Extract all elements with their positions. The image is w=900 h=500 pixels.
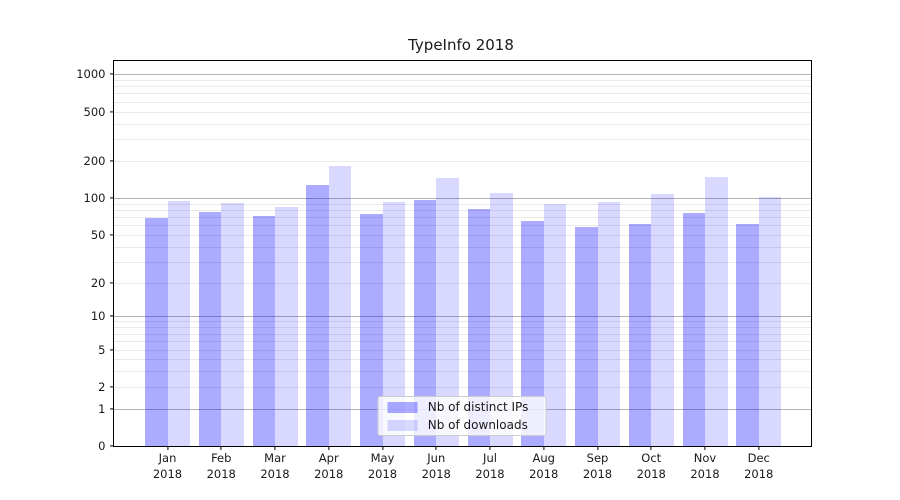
- bar-distinct-ips: [521, 221, 544, 446]
- y-tick-label: 0: [98, 439, 106, 453]
- legend-row-distinct-ips: Nb of distinct IPs: [387, 400, 537, 414]
- bar-distinct-ips: [628, 223, 652, 446]
- bar-downloads: [275, 206, 298, 446]
- bar-downloads: [705, 176, 728, 446]
- gridline-minor: [113, 86, 811, 88]
- bar-downloads: [597, 201, 620, 446]
- y-tick-label: 100: [83, 191, 106, 205]
- x-tick-mark: [166, 446, 169, 450]
- bar-distinct-ips: [360, 214, 383, 446]
- y-tick-mark: [109, 234, 114, 236]
- x-tick-mark: [650, 446, 652, 450]
- y-tick-label: 2: [98, 380, 106, 394]
- legend-row-downloads: Nb of downloads: [387, 418, 537, 432]
- bar-distinct-ips: [682, 212, 705, 446]
- x-tick-label: Feb 2018: [206, 451, 236, 481]
- gridline-minor: [113, 80, 811, 81]
- bar-distinct-ips: [198, 212, 222, 446]
- x-tick-label: Dec 2018: [744, 451, 774, 481]
- x-tick-label: Apr 2018: [314, 451, 344, 481]
- x-tick-mark: [596, 446, 599, 450]
- y-tick-mark: [109, 282, 114, 284]
- gridline-minor: [113, 139, 811, 141]
- x-tick-mark: [435, 446, 437, 450]
- x-tick-label: Jun 2018: [421, 451, 451, 481]
- y-tick-mark: [109, 349, 114, 351]
- bar-downloads: [490, 192, 513, 446]
- bar-downloads: [328, 166, 352, 446]
- x-tick-mark: [704, 446, 706, 450]
- y-tick-label: 1: [98, 402, 106, 416]
- legend: Nb of distinct IPs Nb of downloads: [377, 396, 547, 436]
- legend-label-distinct-ips: Nb of distinct IPs: [427, 400, 529, 414]
- bar-distinct-ips: [413, 199, 437, 446]
- plot-area: 0 1 2 5 10 20 50 100 200 500 1000 Jan 2018 Feb 2018 Mar…: [76, 59, 812, 481]
- y-tick-mark: [109, 408, 114, 410]
- chart-title: TypeInfo 2018: [408, 36, 514, 54]
- x-tick-label: Nov 2018: [690, 451, 720, 481]
- legend-swatch-downloads: [387, 419, 418, 431]
- bar-downloads: [651, 193, 674, 446]
- bar-distinct-ips: [736, 223, 759, 446]
- y-tick-mark: [109, 197, 114, 199]
- y-tick-label: 10: [90, 309, 106, 323]
- bar-distinct-ips: [575, 227, 598, 446]
- y-tick-label: 20: [90, 276, 106, 290]
- bar-downloads: [382, 201, 405, 446]
- bar-downloads: [167, 200, 190, 446]
- y-tick-label: 200: [83, 154, 106, 168]
- x-tick-mark: [328, 446, 330, 450]
- bar-distinct-ips: [467, 209, 490, 446]
- y-tick-label: 1000: [76, 67, 106, 82]
- bar-downloads: [221, 203, 244, 446]
- x-tick-label: Aug 2018: [529, 451, 559, 481]
- y-tick-mark: [109, 445, 114, 447]
- bar-downloads: [758, 196, 782, 446]
- bar-downloads: [543, 203, 567, 446]
- x-tick-mark: [489, 446, 491, 450]
- gridline-major: [113, 74, 811, 76]
- legend-swatch-distinct-ips: [387, 401, 418, 413]
- bar-distinct-ips: [306, 184, 329, 446]
- x-tick-label: May 2018: [367, 451, 398, 481]
- gridline-minor: [113, 101, 811, 103]
- x-tick-label: Jan 2018: [152, 451, 183, 481]
- bar-distinct-ips: [252, 216, 275, 446]
- legend-label-downloads: Nb of downloads: [427, 418, 528, 432]
- y-tick-label: 500: [83, 104, 106, 119]
- y-tick-mark: [109, 315, 114, 317]
- bar-downloads: [436, 177, 459, 446]
- x-tick-mark: [274, 446, 276, 450]
- x-tick-label: Jul 2018: [475, 451, 505, 481]
- x-tick-mark: [758, 446, 760, 450]
- x-tick-label: Mar 2018: [260, 451, 290, 481]
- gridline-minor: [113, 123, 811, 125]
- x-tick-label: Oct 2018: [636, 451, 666, 481]
- y-tick-label: 5: [98, 343, 106, 357]
- gridline-minor: [113, 161, 811, 162]
- y-tick-mark: [109, 386, 114, 388]
- x-tick-mark: [381, 446, 384, 450]
- y-tick-label: 50: [90, 228, 106, 242]
- x-tick-label: Sep 2018: [582, 451, 613, 481]
- bar-distinct-ips: [145, 217, 168, 446]
- x-tick-mark: [543, 446, 545, 450]
- x-tick-mark: [220, 446, 222, 450]
- y-tick-mark: [109, 160, 114, 162]
- gridline-minor: [113, 93, 811, 95]
- gridline-minor: [113, 111, 811, 113]
- y-tick-mark: [109, 110, 114, 113]
- y-tick-mark: [109, 73, 114, 75]
